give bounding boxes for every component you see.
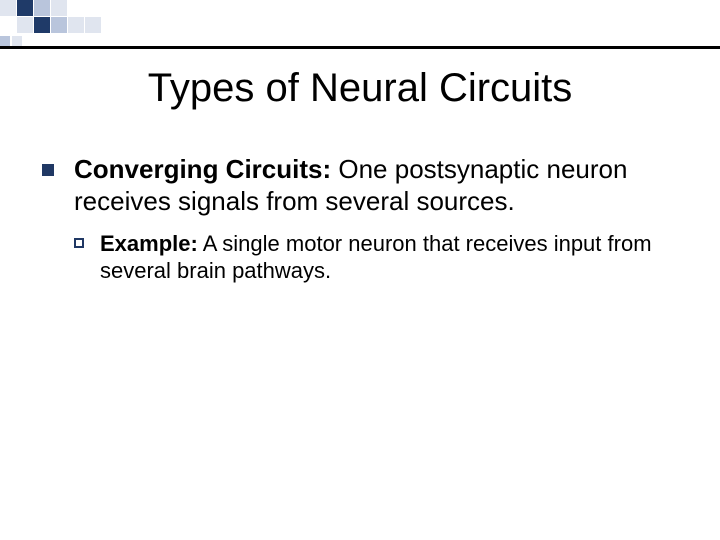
slide: Types of Neural Circuits Converging Circ… — [0, 0, 720, 540]
open-square-bullet-icon — [74, 238, 84, 248]
corner-decoration — [0, 0, 180, 48]
square-bullet-icon — [42, 164, 54, 176]
slide-title: Types of Neural Circuits — [0, 66, 720, 111]
bullet-level2: Example: A single motor neuron that rece… — [74, 231, 686, 285]
bullet-level1: Converging Circuits: One postsynaptic ne… — [40, 154, 686, 217]
slide-body: Converging Circuits: One postsynaptic ne… — [40, 154, 686, 285]
subbullet-bold: Example: — [100, 231, 198, 256]
horizontal-rule — [0, 46, 720, 49]
bullet-bold: Converging Circuits: — [74, 154, 331, 184]
